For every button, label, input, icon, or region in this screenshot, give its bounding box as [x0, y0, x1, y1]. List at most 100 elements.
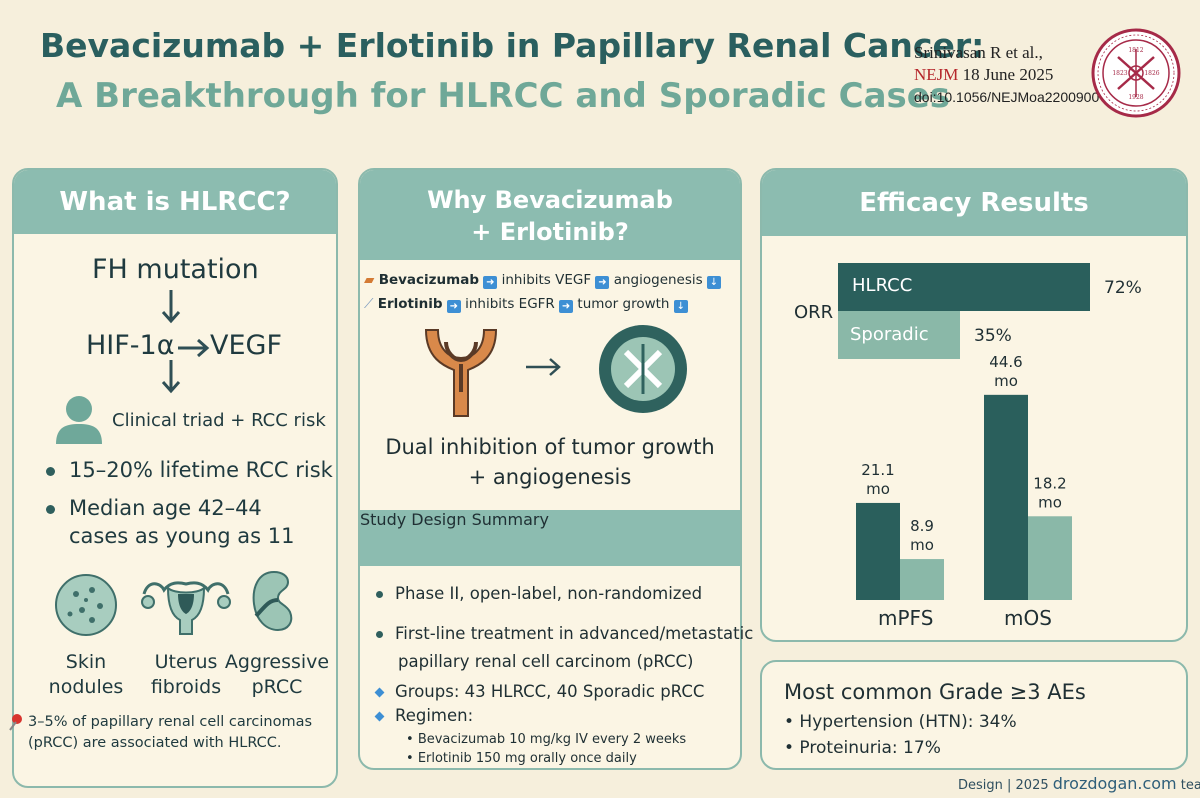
bullet-text: 15–20% lifetime RCC risk [69, 458, 333, 482]
arrow-right-icon: ➜ [483, 276, 498, 289]
orr-hlrcc-fill [838, 263, 1090, 311]
efficacy-heading: Efficacy Results [762, 170, 1186, 236]
data-label-mos-hlrcc: 44.6 [989, 353, 1022, 371]
syringe-icon: ⟋ [364, 296, 374, 312]
arrow-down-icon: ↓ [673, 300, 688, 313]
citation: Srinivasan R et al., NEJM 18 June 2025 d… [914, 42, 1099, 108]
arrow-right-icon [526, 358, 561, 376]
data-label-mpfs-sporadic: 8.9 [910, 517, 934, 535]
orr-hlrcc-label: HLRCC [852, 275, 913, 296]
orr-sporadic-bar: Sporadic [838, 311, 960, 359]
mos-axis-label: mOS [1004, 606, 1052, 630]
orr-sporadic-fill [838, 311, 960, 359]
arrow-right-icon: ➜ [446, 300, 461, 313]
footer: Design | 2025 drozdogan.com team [958, 774, 1200, 793]
bullet-text: Median age 42–44 [69, 496, 262, 520]
bullet-dot [46, 466, 55, 476]
mechanism-bevacizumab: ▰ Bevacizumab ➜ inhibits VEGF ➜ angiogen… [364, 272, 721, 289]
flow-vegf: VEGF [210, 330, 282, 361]
bullet-median-age: Median age 42–44 [46, 496, 262, 520]
ae-heading: Most common Grade ≥3 AEs [784, 680, 1086, 704]
orr-label: ORR [794, 302, 834, 323]
ae-proteinuria: • Proteinuria: 17% [784, 738, 941, 758]
seal-year-1: 1823 [1112, 70, 1127, 77]
nejm-seal-icon: 1812 1823 1826 1928 [1091, 28, 1181, 118]
data-label-mos-sporadic: 18.2 [1033, 474, 1066, 492]
study-item-phase: Phase II, open-label, non-randomized [376, 584, 702, 603]
aggressive-prcc-label: Aggressive pRCC [224, 651, 330, 698]
bullet-dot [376, 591, 383, 598]
ae-hypertension: • Hypertension (HTN): 34% [784, 712, 1017, 732]
orr-hlrcc-value: 72% [1104, 278, 1142, 298]
blocked-tumor-icon [599, 325, 687, 413]
receptor-icon [424, 329, 498, 417]
study-item-first-line: First-line treatment in advanced/metasta… [376, 624, 753, 643]
arrow-down-icon [161, 290, 181, 324]
mechanism-erlotinib: ⟋ Erlotinib ➜ inhibits EGFR ➜ tumor grow… [364, 296, 688, 313]
bullet-young-age: cases as young as 11 [69, 524, 295, 548]
clinical-triad-text: Clinical triad + RCC risk [112, 410, 326, 431]
citation-date: 18 June 2025 [962, 65, 1054, 84]
diamond-icon [374, 711, 385, 722]
flow-hif: HIF-1α [86, 330, 175, 361]
efficacy-panel: Efficacy Results [760, 168, 1188, 642]
bullet-dot [46, 504, 55, 514]
why-panel: Why Bevacizumab + Erlotinib? [358, 168, 742, 770]
bar-mos-sporadic [1028, 516, 1072, 600]
study-heading: Study Design Summary [360, 510, 549, 529]
study-heading-bar: Study Design Summary [360, 510, 740, 566]
footer-brand: drozdogan.com [1052, 774, 1177, 793]
study-item-regimen: Regimen: [374, 706, 473, 725]
data-label-mpfs-sporadic-unit: mo [910, 536, 934, 554]
study-item-first-line-2: papillary renal cell carcinom (pRCC) [398, 652, 694, 671]
diamond-icon [374, 687, 385, 698]
orr-sporadic-value: 35% [974, 326, 1012, 346]
orr-sporadic-label: Sporadic [850, 324, 929, 345]
adverse-events-panel [760, 660, 1188, 770]
data-label-mpfs-hlrcc-unit: mo [866, 480, 890, 498]
orr-hlrcc-bar: HLRCC [838, 263, 1090, 311]
bar-mpfs-sporadic [900, 559, 944, 600]
bar-mpfs-hlrcc [856, 502, 900, 600]
flow-fh-mutation: FH mutation [92, 254, 259, 285]
regimen-bevacizumab: • Bevacizumab 10 mg/kg IV every 2 weeks [406, 732, 687, 747]
hlrcc-note: 3–5% of papillary renal cell carcinomas … [28, 714, 313, 751]
dual-inhibition-caption: Dual inhibition of tumor growth + angiog… [385, 435, 715, 489]
person-icon [56, 396, 102, 444]
pill-icon: ▰ [364, 272, 375, 288]
uterus-icon [141, 581, 231, 635]
data-label-mpfs-hlrcc: 21.1 [861, 461, 894, 479]
data-label-mos-sporadic-unit: mo [1038, 493, 1062, 511]
kidney-icon [252, 570, 293, 632]
study-item-groups: Groups: 43 HLRCC, 40 Sporadic pRCC [374, 682, 704, 701]
citation-journal-line: NEJM 18 June 2025 [914, 64, 1099, 86]
mpfs-axis-label: mPFS [878, 606, 934, 630]
citation-journal: NEJM [914, 65, 959, 84]
hlrcc-panel: What is HLRCC? [12, 168, 338, 788]
seal-year-top: 1812 [1128, 47, 1143, 54]
hlrcc-heading: What is HLRCC? [14, 170, 336, 234]
arrow-right-icon: ➜ [559, 300, 574, 313]
arrow-down-icon [161, 360, 181, 394]
page-title: Bevacizumab + Erlotinib in Papillary Ren… [40, 26, 985, 65]
why-heading: Why Bevacizumab + Erlotinib? [360, 170, 740, 260]
pushpin-icon [9, 714, 22, 731]
arrow-down-icon: ↓ [706, 276, 721, 289]
bar-mos-hlrcc [984, 394, 1028, 600]
regimen-erlotinib: • Erlotinib 150 mg orally once daily [406, 751, 637, 766]
uterus-fibroids-label: Uterus fibroids [150, 651, 222, 698]
citation-doi: doi:10.1056/NEJMoa2200900 [914, 89, 1100, 105]
arrow-right-icon: ➜ [595, 276, 610, 289]
footer-design: Design | 2025 [958, 778, 1049, 793]
seal-year-2: 1826 [1144, 70, 1159, 77]
bullet-lifetime-risk: 15–20% lifetime RCC risk [46, 458, 333, 482]
skin-nodules-label: Skin nodules [48, 651, 124, 698]
seal-year-3: 1928 [1128, 94, 1143, 101]
arrow-right-icon [178, 338, 210, 358]
page-subtitle: A Breakthrough for HLRCC and Sporadic Ca… [56, 76, 951, 116]
skin-nodules-icon [55, 574, 117, 636]
footer-team: team [1180, 778, 1200, 793]
citation-authors: Srinivasan R et al., [914, 43, 1043, 62]
bullet-dot [376, 631, 383, 638]
